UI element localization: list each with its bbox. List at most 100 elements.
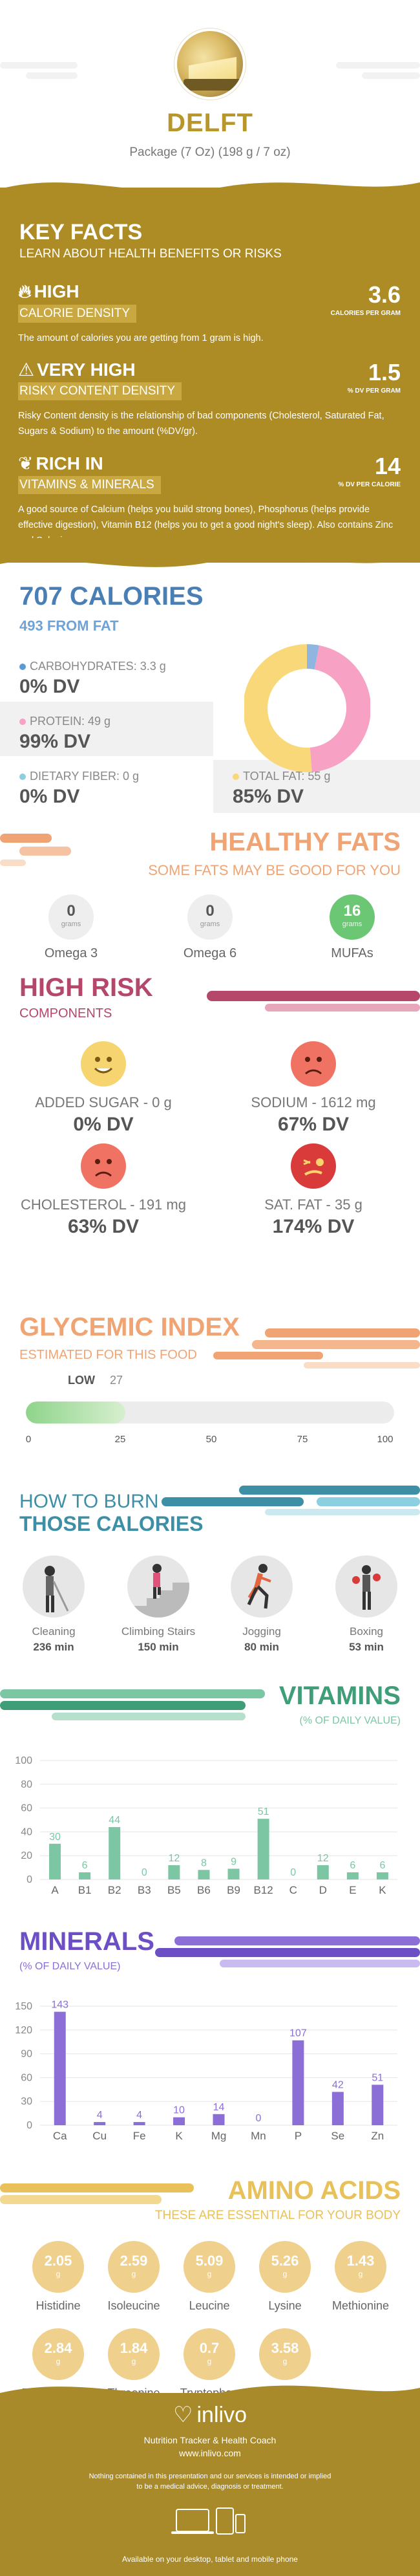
glycemic-tick: 0 — [25, 1434, 32, 1445]
vitamin-bar-B12 — [257, 1819, 269, 1879]
vitamin-y-tick: 20 — [21, 1850, 32, 1861]
minerals-subtitle: (% OF DAILY VALUE) — [19, 1961, 121, 1972]
mineral-category-label: Mg — [211, 2130, 227, 2142]
amino-value: 0.7 — [199, 2340, 220, 2356]
wave-decoration — [0, 538, 420, 567]
amino-blob: 1.43 g — [335, 2241, 386, 2293]
brand-tagline: Nutrition Tracker & Health Coach — [143, 2435, 277, 2445]
fact-label: RISKY CONTENT DENSITY — [18, 382, 182, 400]
vitamins-subtitle: (% OF DAILY VALUE) — [299, 1715, 401, 1726]
activity-name: Cleaning — [32, 1625, 76, 1638]
risk-cholesterol: CHOLESTEROL - 191 mg 63% DV — [6, 1143, 200, 1238]
boxing-icon — [335, 1555, 397, 1618]
vitamin-bar-D — [317, 1865, 329, 1879]
fact-value: 3.6 — [368, 281, 401, 308]
amino-blob: 5.09 g — [184, 2241, 235, 2293]
activity-minutes: 53 min — [349, 1641, 384, 1653]
glycemic-tick: 75 — [297, 1434, 308, 1445]
vitamin-category-label: D — [319, 1884, 327, 1896]
mineral-bar-K — [173, 2117, 185, 2125]
amino-name: Lysine — [268, 2299, 302, 2312]
vitamin-value-label: 6 — [82, 1860, 88, 1871]
amino-item-leucine: 5.09 g Leucine — [171, 2241, 248, 2313]
fact-value: 14 — [374, 453, 401, 479]
header-decoration — [0, 62, 420, 79]
amino-item-isoleucine: 2.59 g Isoleucine — [95, 2241, 173, 2313]
activity-stairs: Climbing Stairs 150 min — [110, 1555, 207, 1654]
mineral-y-tick: 60 — [21, 2072, 32, 2083]
fat-value: 0 — [205, 902, 215, 920]
vitamin-category-label: A — [51, 1884, 59, 1896]
heart-logo-icon: ♡ — [173, 2403, 193, 2427]
high-risk-subtitle: COMPONENTS — [19, 1006, 112, 1021]
vitamins-title: VITAMINS — [278, 1682, 401, 1710]
amino-blob: 5.26 g — [259, 2241, 311, 2293]
fat-circle: 0 grams — [187, 894, 233, 940]
fact-level: RICH IN — [36, 453, 103, 473]
amino-subtitle: THESE ARE ESSENTIAL FOR YOUR BODY — [154, 2209, 401, 2222]
mineral-value-label: 107 — [289, 2028, 307, 2039]
activity-name: Boxing — [350, 1625, 383, 1638]
fact-unit: % DV PER CALORIE — [338, 481, 401, 488]
risk-name: SODIUM - 1612 mg — [251, 1094, 376, 1110]
macro-name: CARBOHYDRATES: 3.3 g — [30, 660, 166, 673]
mineral-category-label: P — [295, 2130, 302, 2142]
brand[interactable]: ♡ inlivo — [0, 2402, 420, 2428]
activity-name: Jogging — [242, 1625, 281, 1638]
amino-unit: g — [282, 2357, 288, 2366]
fat-value: 0 — [67, 902, 76, 920]
sick-face-icon — [291, 1143, 336, 1189]
amino-item-lysine: 5.26 g Lysine — [246, 2241, 324, 2313]
activity-jogging: Jogging 80 min — [213, 1555, 310, 1654]
fat-omega6: 0 grams Omega 6 — [158, 894, 262, 961]
glycemic-bar-fill — [26, 1402, 125, 1423]
vitamin-value-label: 44 — [109, 1815, 120, 1826]
disclaimer: Nothing contained in this presentation a… — [89, 2473, 331, 2480]
amino-unit: g — [282, 2269, 288, 2278]
vitamin-bar-B9 — [227, 1868, 240, 1879]
macro-name: PROTEIN: 49 g — [30, 715, 111, 728]
cleaning-icon — [23, 1555, 85, 1618]
fat-unit: grams — [342, 920, 362, 928]
macro-dv: 0% DV — [19, 786, 80, 807]
vitamin-category-label: K — [379, 1884, 386, 1896]
minerals-title: MINERALS — [19, 1927, 154, 1956]
vitamin-bar-B5 — [168, 1865, 180, 1879]
fat-name: Omega 6 — [183, 946, 237, 960]
food-serving: Package (7 Oz) (198 g / 7 oz) — [129, 146, 291, 159]
amino-unit: g — [56, 2357, 61, 2366]
fat-circle: 0 grams — [48, 894, 94, 940]
glycemic-tick: 100 — [377, 1434, 394, 1445]
amino-name: Histidine — [36, 2299, 81, 2312]
fat-value: 16 — [343, 902, 361, 920]
fat-circle: 16 grams — [330, 894, 375, 940]
activity-name: Climbing Stairs — [121, 1625, 196, 1638]
amino-value: 2.84 — [44, 2340, 72, 2356]
header: DELFT Package (7 Oz) (198 g / 7 oz) — [0, 0, 420, 188]
amino-title: AMINO ACIDS — [227, 2176, 401, 2205]
food-title: DELFT — [167, 109, 253, 137]
risk-name: SAT. FAT - 35 g — [264, 1196, 362, 1213]
risk-name: CHOLESTEROL - 191 mg — [21, 1196, 186, 1213]
activity-minutes: 236 min — [33, 1641, 74, 1653]
macro-carbohydrates: CARBOHYDRATES: 3.3 g 0% DV — [19, 660, 213, 698]
mineral-y-tick: 120 — [15, 2025, 32, 2036]
stripe-decoration — [207, 991, 420, 1012]
amino-unit: g — [207, 2357, 212, 2366]
vitamin-bar-B1 — [79, 1872, 91, 1879]
jogging-icon — [231, 1555, 293, 1618]
amino-blob: 2.59 g — [108, 2241, 160, 2293]
stripe-decoration — [213, 1328, 420, 1369]
amino-blob: 2.05 g — [32, 2241, 84, 2293]
vitamin-category-label: E — [349, 1884, 356, 1896]
amino-value: 5.09 — [195, 2253, 224, 2269]
mineral-bar-Ca — [54, 2011, 66, 2125]
amino-unit: g — [207, 2269, 212, 2278]
brand-url[interactable]: www.inlivo.com — [179, 2448, 241, 2458]
vitamin-category-label: B3 — [138, 1884, 151, 1896]
fat-name: MUFAs — [331, 946, 373, 960]
wave-decoration — [0, 182, 420, 208]
vitamin-bar-B2 — [109, 1827, 121, 1879]
vitamin-value-label: 8 — [201, 1857, 207, 1868]
amino-value: 2.05 — [44, 2253, 72, 2269]
